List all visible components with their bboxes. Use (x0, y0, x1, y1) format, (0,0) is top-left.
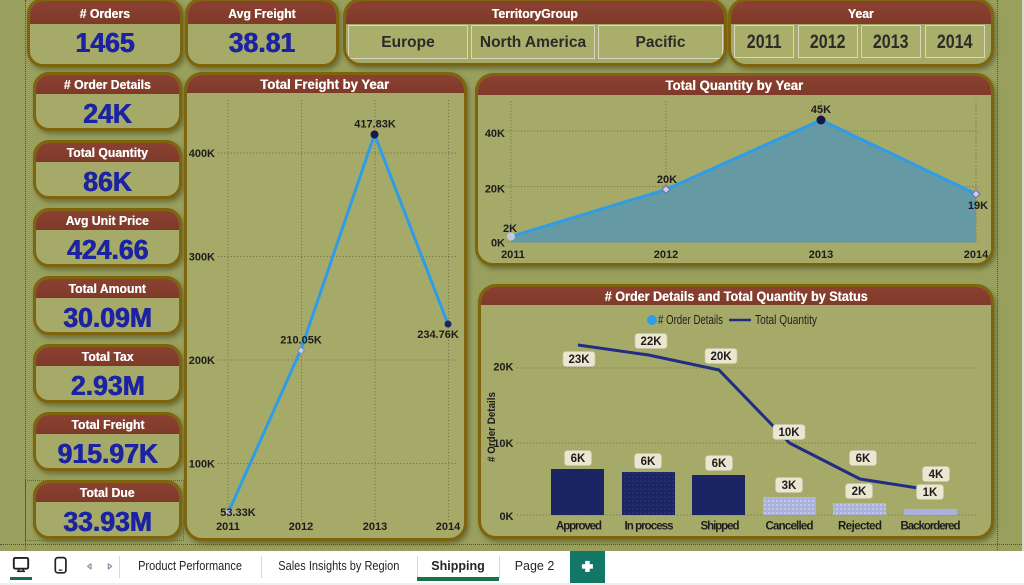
svg-text:210.05K: 210.05K (280, 335, 322, 347)
svg-text:2014: 2014 (964, 249, 989, 261)
svg-text:2K: 2K (503, 223, 517, 235)
svg-text:6K: 6K (641, 456, 656, 468)
svg-text:22K: 22K (640, 336, 662, 348)
svg-text:19K: 19K (968, 200, 988, 212)
svg-text:Rejected: Rejected (838, 521, 882, 533)
svg-text:2013: 2013 (363, 521, 387, 533)
svg-text:0K: 0K (499, 511, 513, 523)
svg-text:In process: In process (625, 521, 674, 533)
svg-text:2012: 2012 (289, 521, 313, 533)
svg-text:2K: 2K (852, 486, 867, 498)
svg-text:6K: 6K (856, 453, 871, 465)
svg-text:200K: 200K (189, 355, 215, 367)
svg-text:2012: 2012 (654, 249, 678, 261)
svg-text:2014: 2014 (436, 521, 461, 533)
svg-text:400K: 400K (189, 148, 215, 160)
svg-text:53.33K: 53.33K (220, 507, 256, 519)
svg-text:Cancelled: Cancelled (766, 521, 814, 533)
svg-text:Shipped: Shipped (701, 521, 740, 533)
svg-text:0K: 0K (491, 238, 505, 250)
svg-text:300K: 300K (189, 252, 215, 264)
svg-text:6K: 6K (571, 453, 586, 465)
svg-text:23K: 23K (568, 354, 590, 366)
svg-text:40K: 40K (485, 128, 505, 140)
svg-text:2011: 2011 (501, 249, 525, 261)
svg-text:20K: 20K (657, 174, 677, 186)
svg-text:10K: 10K (778, 427, 800, 439)
svg-text:2011: 2011 (216, 521, 240, 533)
svg-text:20K: 20K (710, 351, 732, 363)
svg-text:# Order Details: # Order Details (658, 313, 723, 327)
svg-text:20K: 20K (493, 362, 513, 374)
svg-text:Backordered: Backordered (901, 521, 961, 533)
svg-text:6K: 6K (712, 458, 727, 470)
svg-text:234.76K: 234.76K (417, 329, 459, 341)
svg-text:Total Quantity: Total Quantity (755, 313, 818, 327)
svg-text:2013: 2013 (809, 249, 833, 261)
svg-text:# Order Details: # Order Details (486, 392, 498, 462)
svg-text:3K: 3K (782, 480, 797, 492)
svg-text:4K: 4K (929, 469, 944, 481)
svg-text:1K: 1K (923, 487, 938, 499)
svg-text:45K: 45K (811, 104, 831, 116)
svg-text:20K: 20K (485, 184, 505, 196)
svg-text:417.83K: 417.83K (354, 119, 396, 131)
svg-text:100K: 100K (189, 459, 215, 471)
svg-text:Approved: Approved (556, 521, 602, 533)
svg-text:10K: 10K (493, 438, 513, 450)
